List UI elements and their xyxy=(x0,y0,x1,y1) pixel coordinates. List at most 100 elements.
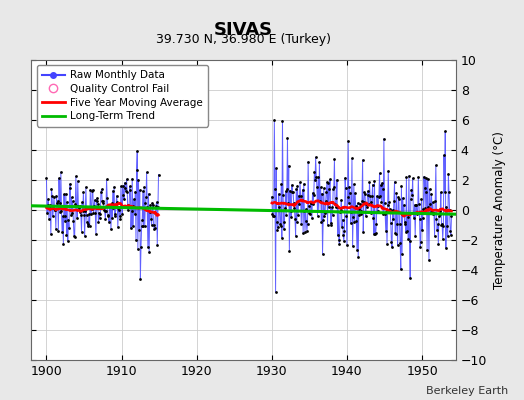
Point xyxy=(339,232,347,238)
Point xyxy=(300,208,309,214)
Point xyxy=(399,212,408,218)
Point xyxy=(298,186,307,193)
Point xyxy=(329,212,337,218)
Point xyxy=(294,192,303,199)
Point xyxy=(52,193,61,200)
Point xyxy=(358,198,366,204)
Point xyxy=(110,205,118,211)
Point xyxy=(287,214,296,221)
Point xyxy=(88,187,96,194)
Point xyxy=(356,200,364,207)
Point xyxy=(91,197,99,203)
Point xyxy=(111,213,119,219)
Point xyxy=(400,202,408,208)
Point xyxy=(407,196,415,202)
Point xyxy=(292,186,300,192)
Point xyxy=(410,215,418,221)
Point xyxy=(61,218,70,224)
Point xyxy=(373,193,381,199)
Point xyxy=(62,232,71,238)
Point xyxy=(299,230,307,236)
Point xyxy=(139,223,148,230)
Point xyxy=(397,266,405,272)
Point xyxy=(316,198,324,204)
Point xyxy=(94,201,102,208)
Point xyxy=(400,219,409,225)
Point xyxy=(348,155,356,162)
Point xyxy=(75,205,83,212)
Point xyxy=(350,181,358,187)
Point xyxy=(365,201,373,207)
Point xyxy=(330,156,339,162)
Point xyxy=(416,244,424,251)
Point xyxy=(107,226,115,233)
Point xyxy=(277,181,286,188)
Point xyxy=(133,166,141,173)
Point xyxy=(294,212,302,219)
Point xyxy=(304,202,313,209)
Point xyxy=(307,200,315,206)
Point xyxy=(340,228,348,234)
Point xyxy=(429,199,437,206)
Point xyxy=(372,221,380,228)
Point xyxy=(361,189,369,196)
Point xyxy=(361,191,369,198)
Point xyxy=(363,204,371,210)
Point xyxy=(143,204,151,210)
Point xyxy=(397,182,406,189)
Point xyxy=(368,193,376,200)
Point xyxy=(42,174,51,181)
Point xyxy=(140,184,148,190)
Point xyxy=(439,222,447,229)
Point xyxy=(129,203,138,209)
Point xyxy=(53,198,62,204)
Point xyxy=(343,194,352,200)
Point xyxy=(288,182,296,188)
Point xyxy=(313,212,322,219)
Point xyxy=(101,216,110,222)
Point xyxy=(328,204,336,210)
Point xyxy=(83,219,91,225)
Point xyxy=(290,204,299,211)
Point xyxy=(94,219,103,226)
Point xyxy=(381,211,389,218)
Point xyxy=(354,254,363,261)
Point xyxy=(358,157,367,163)
Point xyxy=(269,213,277,220)
Point xyxy=(67,212,75,218)
Point xyxy=(308,190,316,196)
Point xyxy=(133,148,141,154)
Point xyxy=(97,186,106,192)
Point xyxy=(147,216,155,222)
Point xyxy=(425,186,434,193)
Point xyxy=(127,208,136,214)
Point xyxy=(150,225,159,232)
Point xyxy=(123,189,132,196)
Point xyxy=(301,206,310,212)
Point xyxy=(338,224,346,230)
Point xyxy=(274,224,282,230)
Point xyxy=(317,219,325,226)
Point xyxy=(440,152,448,158)
Point xyxy=(348,243,357,250)
Point xyxy=(366,193,374,199)
Point xyxy=(319,251,327,258)
Point xyxy=(118,211,126,218)
Point xyxy=(402,174,411,180)
Point xyxy=(110,184,118,190)
Point xyxy=(442,204,451,210)
Point xyxy=(367,199,375,206)
Point xyxy=(440,189,449,195)
Point xyxy=(134,176,143,183)
Point xyxy=(279,192,287,198)
Point xyxy=(100,207,108,213)
Point xyxy=(388,244,396,250)
Point xyxy=(96,211,104,217)
Point xyxy=(102,176,111,183)
Point xyxy=(332,204,340,210)
Point xyxy=(89,186,97,193)
Point xyxy=(346,190,354,196)
Point xyxy=(92,231,100,237)
Point xyxy=(335,237,343,243)
Point xyxy=(378,186,387,192)
